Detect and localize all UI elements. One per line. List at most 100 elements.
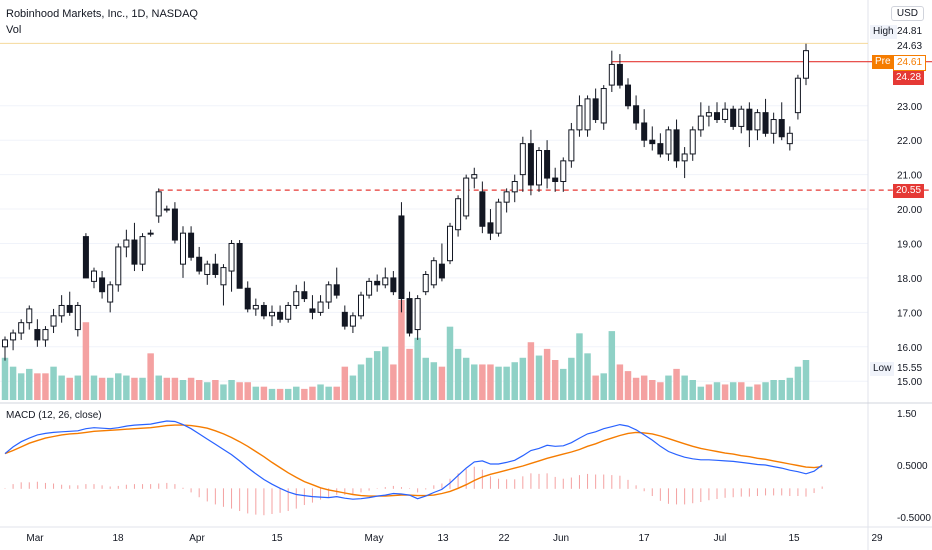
candle-body — [730, 108, 737, 127]
volume-bar — [560, 368, 567, 400]
volume-bar — [309, 386, 316, 400]
volume-bar — [471, 364, 478, 400]
volume-bar — [98, 377, 106, 400]
volume-bar — [293, 386, 300, 400]
volume-bar — [50, 366, 57, 400]
candle-body — [438, 263, 445, 279]
candle-body — [576, 105, 583, 131]
candle-body — [277, 311, 284, 320]
volume-bar — [365, 357, 373, 400]
volume-bar — [74, 375, 82, 400]
volume-bar — [414, 337, 421, 400]
volume-bar — [543, 348, 551, 400]
candle-body — [471, 174, 478, 179]
volume-bar — [430, 362, 438, 400]
candle-body — [802, 50, 810, 79]
volume-bar — [115, 373, 122, 400]
candle-body — [697, 115, 704, 131]
volume-bar — [454, 348, 462, 400]
candle-body — [503, 191, 510, 203]
candle-body — [333, 284, 340, 296]
candle-body — [455, 198, 462, 231]
candle-body — [568, 129, 575, 162]
candle-body — [786, 132, 793, 145]
time-tick-label: 13 — [437, 533, 449, 544]
volume-bar — [721, 384, 729, 400]
volume-bar — [325, 386, 332, 400]
volume-bar — [252, 386, 260, 400]
candle-body — [131, 239, 138, 265]
candle-body — [390, 277, 397, 293]
candle-body — [244, 287, 251, 310]
candle-body — [527, 143, 534, 186]
volume-bar — [106, 377, 114, 400]
candle-body — [90, 270, 98, 282]
level-value: 20.55 — [893, 184, 925, 198]
candle-body — [511, 181, 518, 193]
volume-bar — [204, 382, 211, 400]
candle-body — [374, 280, 381, 286]
candle-body — [1, 339, 9, 348]
volume-bar — [34, 373, 41, 400]
candle-body — [139, 236, 146, 265]
time-tick-label: 29 — [871, 533, 883, 544]
volume-bar — [713, 382, 721, 400]
volume-bar — [341, 366, 349, 400]
volume-bar — [657, 382, 664, 400]
volume-bar — [123, 375, 130, 400]
volume-bar — [576, 333, 583, 400]
volume-bar — [673, 368, 680, 400]
volume-bar — [260, 386, 268, 400]
volume-bar — [495, 366, 502, 400]
candle-body — [341, 311, 348, 327]
volume-bar — [349, 375, 357, 400]
candle-body — [18, 322, 25, 334]
volume-bar — [697, 386, 705, 400]
volume-bar — [131, 377, 138, 400]
candle-body — [309, 308, 316, 313]
volume-bar — [390, 364, 397, 400]
volume-bar — [66, 377, 73, 400]
volume-bar — [729, 382, 737, 400]
volume-bar — [1, 357, 9, 400]
candle-body — [705, 112, 712, 117]
volume-bar — [179, 380, 187, 400]
candle-body — [665, 129, 672, 155]
macd-pane — [4, 420, 823, 516]
candle-body — [794, 77, 801, 114]
price-axis: 15.00 16.00 17.00 18.00 19.00 20.00 21.00 22.00… — [897, 102, 931, 524]
volume-bar — [462, 357, 470, 400]
volume-bar — [778, 380, 785, 400]
candle-body — [366, 280, 373, 296]
macd-label: MACD (12, 26, close) — [6, 410, 102, 421]
price-tick-label: 22.00 — [897, 136, 922, 147]
volume-bar — [357, 364, 365, 400]
candle-body — [66, 304, 73, 313]
volume-bars — [1, 300, 810, 400]
candle-body — [778, 119, 785, 138]
volume-bar — [58, 375, 65, 400]
candle-body — [463, 177, 470, 217]
volume-bar — [276, 388, 284, 400]
currency-button[interactable]: USD — [890, 6, 924, 21]
candle-body — [552, 177, 559, 183]
candle-body — [592, 98, 599, 121]
volume-bar — [438, 366, 446, 400]
candle-body — [689, 129, 696, 155]
volume-bar — [139, 377, 146, 400]
candle-body — [649, 139, 656, 145]
candle-body — [155, 191, 162, 217]
candle-body — [633, 105, 640, 124]
candle-body — [115, 246, 122, 286]
candle-body — [479, 191, 486, 227]
volume-bar — [770, 380, 777, 400]
volume-bar — [762, 382, 769, 400]
candle-body — [293, 291, 300, 306]
candle-body — [722, 108, 729, 121]
candle-body — [762, 112, 769, 134]
volume-bar — [17, 373, 25, 400]
volume-bar — [317, 384, 324, 400]
volume-bar — [535, 355, 543, 400]
